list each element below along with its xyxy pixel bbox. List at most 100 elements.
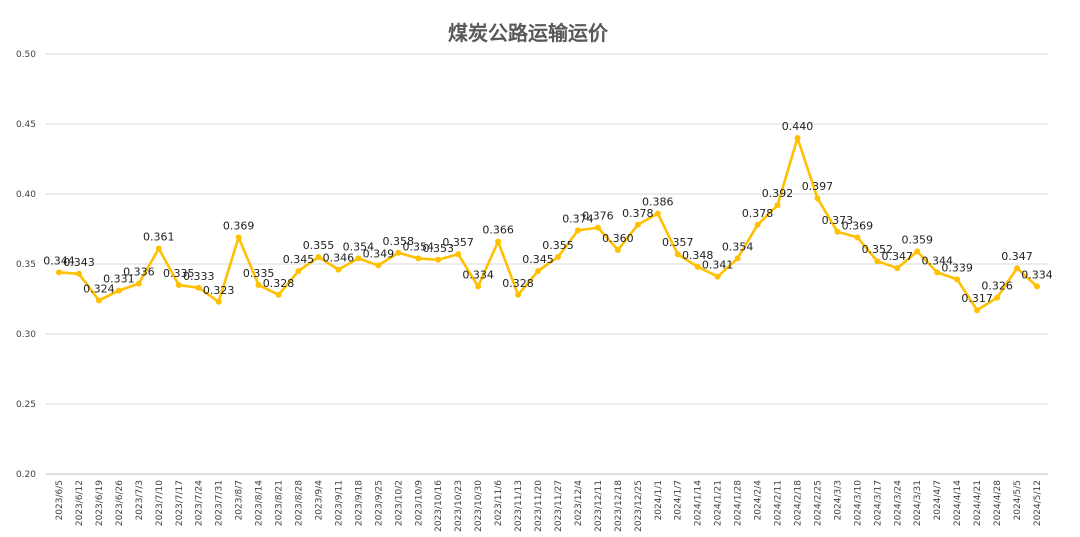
data-label: 0.347 <box>1001 250 1033 263</box>
x-tick-label: 2023/10/30 <box>474 480 484 532</box>
data-label: 0.392 <box>762 187 794 200</box>
data-label: 0.349 <box>363 247 395 260</box>
data-label: 0.354 <box>403 240 435 253</box>
y-tick-label: 0.40 <box>16 190 36 200</box>
gridlines <box>46 53 1048 475</box>
data-label: 0.373 <box>822 214 854 227</box>
data-points <box>56 135 1040 314</box>
data-label: 0.374 <box>562 212 594 225</box>
data-point <box>395 249 402 256</box>
data-label: 0.344 <box>921 254 953 267</box>
data-point <box>235 234 242 241</box>
data-label: 0.334 <box>462 268 494 281</box>
x-tick-label: 2024/1/1 <box>654 480 664 520</box>
x-tick-label: 2024/1/7 <box>674 480 684 520</box>
data-label: 0.366 <box>482 224 514 237</box>
x-tick-label: 2024/3/24 <box>893 480 903 526</box>
x-tick-label: 2024/2/4 <box>754 480 764 521</box>
data-label: 0.344 <box>43 254 75 267</box>
x-tick-label: 2023/10/23 <box>454 480 464 532</box>
data-point <box>814 195 821 202</box>
x-tick-label: 2024/5/12 <box>1033 480 1043 526</box>
data-point <box>175 282 182 288</box>
data-point <box>694 263 701 270</box>
x-tick-label: 2024/2/18 <box>793 480 803 526</box>
data-label: 0.341 <box>702 259 734 272</box>
x-tick-label: 2023/11/20 <box>534 480 544 532</box>
data-label: 0.328 <box>263 277 295 290</box>
data-label: 0.323 <box>203 284 235 297</box>
data-point <box>155 245 162 252</box>
x-tick-label: 2024/1/14 <box>694 480 704 526</box>
data-label: 0.324 <box>83 282 115 295</box>
data-point <box>95 297 102 304</box>
data-point <box>495 238 502 245</box>
data-point <box>994 294 1001 301</box>
data-label: 0.354 <box>343 240 375 253</box>
data-point <box>774 202 781 209</box>
series-line <box>58 136 1038 312</box>
data-point <box>734 255 741 262</box>
data-label: 0.353 <box>422 242 454 255</box>
data-label: 0.361 <box>143 231 175 244</box>
data-point <box>714 273 721 280</box>
data-point <box>455 251 462 258</box>
data-label: 0.440 <box>782 120 814 133</box>
data-label: 0.326 <box>981 280 1013 293</box>
data-point <box>375 262 382 269</box>
data-labels: 0.3440.3430.3240.3310.3360.3610.3350.333… <box>43 120 1053 305</box>
data-label: 0.354 <box>722 240 754 253</box>
data-label: 0.347 <box>882 250 914 263</box>
x-tick-label: 2023/8/7 <box>235 480 245 520</box>
data-label: 0.369 <box>223 219 255 232</box>
data-point <box>515 291 522 298</box>
x-tick-label: 2023/11/27 <box>554 480 564 532</box>
data-point <box>594 224 601 231</box>
data-point <box>954 276 961 283</box>
data-point <box>56 269 62 276</box>
x-tick-label: 2023/9/18 <box>354 480 364 526</box>
x-tick-label: 2023/11/13 <box>514 480 524 532</box>
x-tick-label: 2024/1/28 <box>734 480 744 526</box>
x-tick-label: 2024/1/21 <box>714 480 724 526</box>
x-tick-label: 2023/6/5 <box>55 480 65 520</box>
data-label: 0.397 <box>802 180 834 193</box>
chart-title: 煤炭公路运输运价 <box>448 21 609 45</box>
x-tick-label: 2023/6/19 <box>95 480 105 526</box>
data-point <box>574 227 581 234</box>
x-tick-label: 2023/7/17 <box>175 480 185 526</box>
data-point <box>295 268 302 274</box>
data-point <box>654 210 661 217</box>
x-tick-label: 2023/6/26 <box>115 480 125 526</box>
x-tick-label: 2024/2/11 <box>774 480 784 526</box>
x-tick-label: 2023/8/21 <box>275 480 285 526</box>
y-tick-label: 0.30 <box>16 330 36 340</box>
x-tick-label: 2024/2/25 <box>813 480 823 526</box>
data-point <box>435 256 442 263</box>
x-axis-ticks: 2023/6/5 2023/6/12 2023/6/19 2023/6/26 2023/… <box>55 480 1043 532</box>
data-point <box>974 307 981 314</box>
data-label: 0.358 <box>383 235 415 248</box>
data-point <box>834 228 841 235</box>
data-point <box>1014 265 1021 272</box>
y-tick-label: 0.35 <box>16 260 36 270</box>
x-tick-label: 2024/5/5 <box>1013 480 1023 520</box>
y-tick-label: 0.45 <box>16 120 36 130</box>
data-point <box>135 280 142 287</box>
data-label: 0.360 <box>602 232 634 245</box>
data-label: 0.357 <box>442 236 474 249</box>
data-label: 0.359 <box>901 233 933 246</box>
x-tick-label: 2024/3/17 <box>873 480 883 526</box>
x-tick-label: 2023/11/6 <box>494 480 504 526</box>
data-point <box>754 221 761 228</box>
x-tick-label: 2023/12/11 <box>594 480 604 532</box>
data-label: 0.357 <box>662 236 694 249</box>
data-point <box>794 135 801 141</box>
x-tick-label: 2024/3/10 <box>853 480 863 526</box>
data-point <box>854 234 861 241</box>
x-tick-label: 2024/4/14 <box>953 480 963 526</box>
x-tick-label: 2024/4/7 <box>933 480 943 520</box>
x-tick-label: 2023/7/10 <box>155 480 165 526</box>
x-tick-label: 2023/7/31 <box>215 480 225 526</box>
